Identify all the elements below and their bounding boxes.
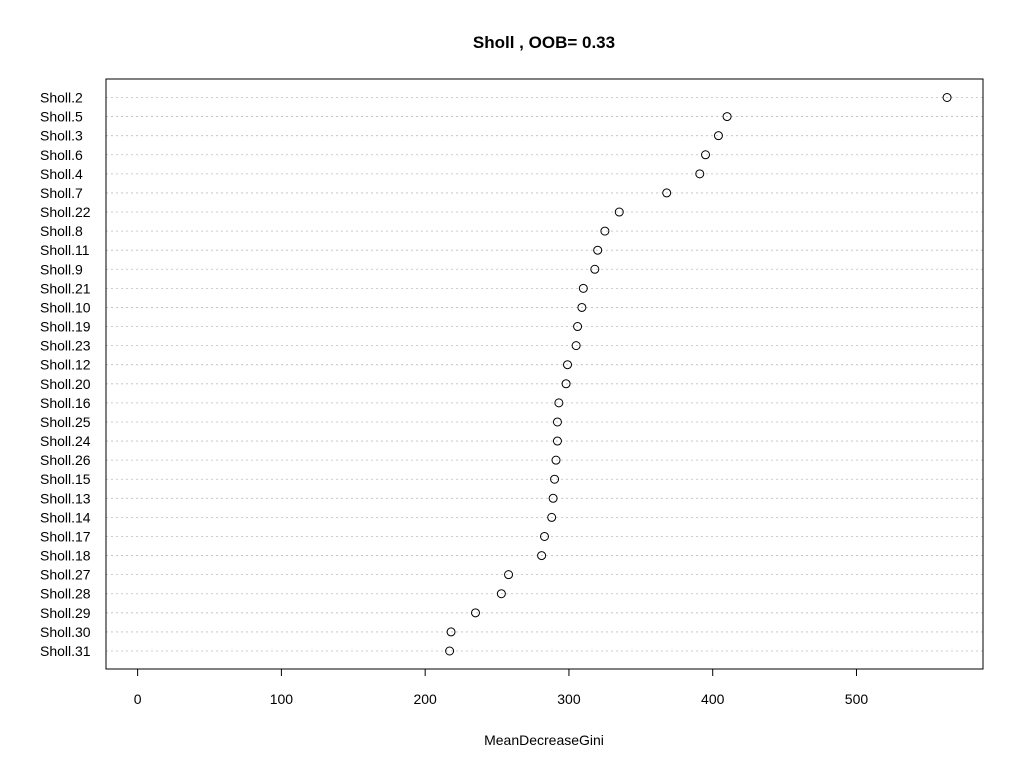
row-label: Sholl.15 (40, 471, 91, 487)
row-label: Sholl.22 (40, 204, 91, 220)
data-points (445, 93, 952, 656)
data-point (554, 398, 564, 408)
data-point (552, 417, 562, 427)
data-point (540, 531, 549, 541)
row-label: Sholl.2 (40, 90, 83, 106)
row-label: Sholl.19 (40, 319, 91, 335)
row-label: Sholl.13 (40, 490, 91, 506)
data-point (600, 226, 610, 236)
row-label: Sholl.23 (40, 338, 91, 354)
data-point (722, 112, 732, 122)
row-label: Sholl.10 (40, 299, 91, 315)
x-tick-label: 100 (270, 691, 294, 707)
data-point (445, 646, 455, 656)
row-labels: Sholl.2 Sholl.5 Sholl.3 Sholl.6 Sholl.4 Sholl… (40, 90, 91, 660)
row-label: Sholl.29 (40, 605, 91, 621)
data-point (593, 245, 603, 255)
data-point (713, 131, 723, 141)
data-point (537, 551, 547, 561)
x-tick-label: 500 (845, 691, 869, 707)
row-label: Sholl.26 (40, 452, 91, 468)
row-label: Sholl.9 (40, 261, 83, 277)
row-label: Sholl.18 (40, 548, 91, 564)
x-tick-label: 400 (701, 691, 725, 707)
data-point (446, 627, 456, 637)
row-label: Sholl.4 (40, 166, 83, 182)
row-label: Sholl.6 (40, 147, 83, 163)
data-point (571, 341, 581, 351)
row-label: Sholl.12 (40, 357, 91, 373)
row-label: Sholl.31 (40, 643, 91, 659)
row-label: Sholl.28 (40, 586, 91, 602)
row-label: Sholl.27 (40, 567, 91, 583)
data-point (701, 150, 711, 160)
grid-lines (106, 97, 983, 652)
row-label: Sholl.24 (40, 433, 91, 449)
x-tick-label: 300 (557, 691, 581, 707)
data-point (695, 169, 705, 179)
plot-frame (105, 78, 984, 670)
data-point (662, 188, 672, 198)
data-point (561, 379, 571, 389)
row-label: Sholl.5 (40, 109, 83, 125)
data-point (504, 570, 514, 580)
data-point (548, 493, 558, 503)
row-label: Sholl.21 (40, 280, 91, 296)
data-point (590, 264, 600, 274)
data-point (942, 93, 952, 102)
data-point (578, 283, 588, 293)
row-label: Sholl.17 (40, 528, 91, 544)
row-label: Sholl.8 (40, 223, 83, 239)
data-point (552, 436, 562, 446)
data-point (614, 207, 624, 217)
data-point (496, 589, 506, 599)
x-axis: 0 100 200 300 400 500 (134, 668, 869, 707)
data-point (577, 302, 587, 312)
x-axis-label: MeanDecreaseGini (484, 732, 604, 748)
data-point (470, 608, 480, 618)
data-point (550, 474, 560, 484)
row-label: Sholl.3 (40, 128, 83, 144)
row-label: Sholl.16 (40, 395, 91, 411)
chart-title: Sholl , OOB= 0.33 (473, 33, 615, 52)
data-point (573, 322, 583, 332)
x-tick-label: 0 (134, 691, 142, 707)
data-point (551, 455, 561, 465)
data-point (547, 512, 557, 522)
row-label: Sholl.25 (40, 414, 91, 430)
row-label: Sholl.30 (40, 624, 91, 640)
data-point (563, 360, 573, 370)
x-tick-label: 200 (413, 691, 437, 707)
row-label: Sholl.7 (40, 185, 83, 201)
row-label: Sholl.11 (40, 242, 90, 258)
row-label: Sholl.20 (40, 376, 91, 392)
row-label: Sholl.14 (40, 509, 91, 525)
